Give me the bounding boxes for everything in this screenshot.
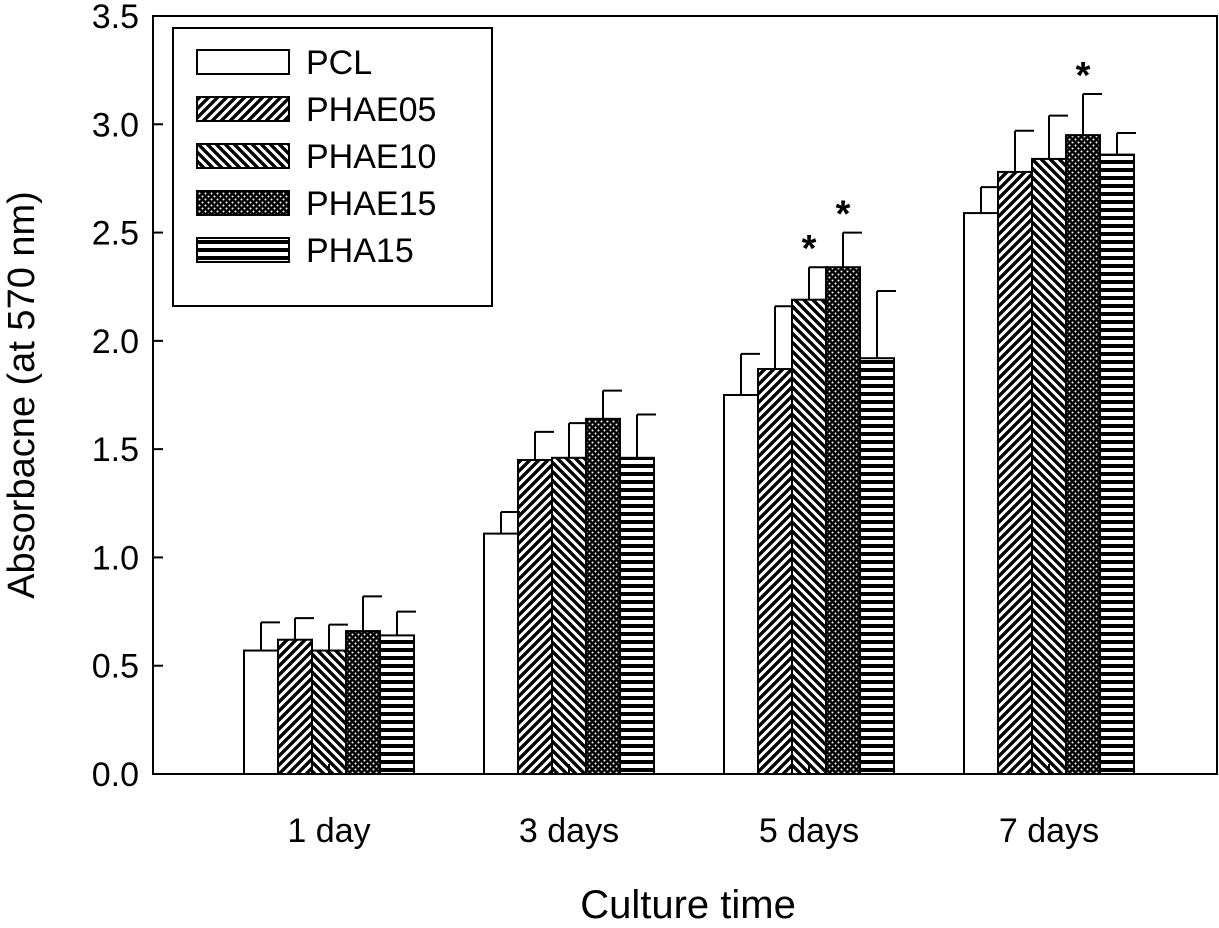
y-tick-label: 0.5 <box>92 648 139 686</box>
bar-phae05 <box>997 170 1033 775</box>
bar-pcl <box>963 212 999 775</box>
y-tick-label: 2.0 <box>92 323 139 361</box>
plot-frame <box>152 15 1218 775</box>
legend-label: PHAE05 <box>306 91 436 129</box>
bar-phae10 <box>551 456 587 775</box>
x-axis-label: Culture time <box>580 883 796 923</box>
bar-pcl <box>243 649 279 775</box>
legend-label: PCL <box>306 44 372 82</box>
legend-swatch <box>196 190 290 216</box>
legend-swatch <box>196 237 290 263</box>
legend-swatch <box>196 49 290 75</box>
bar-phae10 <box>1031 157 1067 776</box>
legend-label: PHA15 <box>306 232 414 270</box>
x-axis: 1 day 3 days 5 days 7 days <box>287 764 1099 850</box>
x-tick-label: 3 days <box>519 812 619 850</box>
y-tick-label: 2.5 <box>92 215 139 253</box>
significance-markers: * * * <box>802 55 1091 270</box>
x-tick-label: 1 day <box>287 812 370 850</box>
bar-phae10 <box>311 649 347 775</box>
bar-pha15 <box>379 634 415 775</box>
error-bars <box>260 92 1136 651</box>
significance-star: * <box>836 194 851 236</box>
legend: PCL PHAE05 PHAE10 PHAE15 PHA15 <box>172 27 493 307</box>
bar-phae15 <box>585 417 621 775</box>
bar-pha15 <box>1099 153 1135 775</box>
bar-phae10 <box>791 298 827 775</box>
legend-label: PHAE10 <box>306 138 436 176</box>
bar-phae05 <box>277 638 313 775</box>
bar-pha15 <box>859 357 895 775</box>
legend-swatch <box>196 143 290 169</box>
significance-star: * <box>1076 55 1091 97</box>
bar-phae05 <box>757 368 793 775</box>
y-tick-label: 3.5 <box>92 0 139 36</box>
bar-pha15 <box>619 456 655 775</box>
significance-star: * <box>802 228 817 270</box>
bar-pcl <box>723 394 759 775</box>
bar-phae15 <box>825 266 861 775</box>
legend-label: PHAE15 <box>306 185 436 223</box>
bars <box>243 134 1135 776</box>
bar-phae15 <box>345 630 381 776</box>
y-tick-label: 1.5 <box>92 431 139 469</box>
x-tick-label: 7 days <box>999 812 1099 850</box>
y-axis-label: Absorbacne (at 570 nm) <box>1 191 43 599</box>
bar-pcl <box>483 532 519 775</box>
bar-phae05 <box>517 458 553 775</box>
bar-phae15 <box>1065 134 1101 776</box>
y-tick-label: 1.0 <box>92 539 139 577</box>
y-tick-label: 0.0 <box>92 756 139 794</box>
y-tick-label: 3.0 <box>92 106 139 144</box>
x-tick-label: 5 days <box>759 812 859 850</box>
legend-swatch <box>196 96 290 122</box>
y-axis: 0.0 0.5 1.0 1.5 2.0 2.5 3.0 3.5 <box>92 0 163 794</box>
